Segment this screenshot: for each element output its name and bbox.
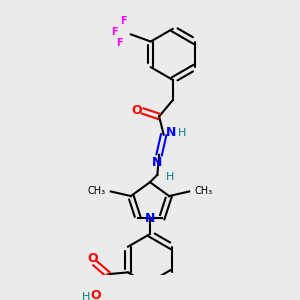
Text: H: H <box>178 128 186 138</box>
Text: F: F <box>116 38 123 48</box>
Text: CH₃: CH₃ <box>195 186 213 196</box>
Text: N: N <box>152 156 163 169</box>
Text: H: H <box>166 172 174 182</box>
Text: O: O <box>131 103 142 116</box>
Text: N: N <box>166 126 176 140</box>
Text: CH₃: CH₃ <box>87 186 105 196</box>
Text: F: F <box>111 27 118 38</box>
Text: O: O <box>91 289 101 300</box>
Text: O: O <box>87 252 98 265</box>
Text: F: F <box>120 16 127 26</box>
Text: H: H <box>82 292 90 300</box>
Text: N: N <box>145 212 155 225</box>
